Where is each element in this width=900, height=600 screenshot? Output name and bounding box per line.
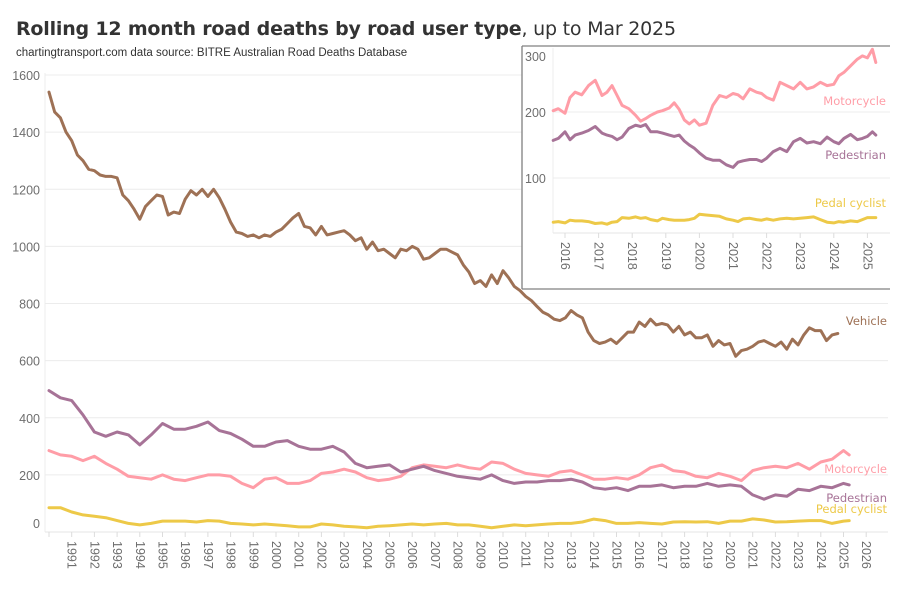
x-tick-label: 2023 [791, 541, 805, 569]
x-tick-label: 2025 [837, 541, 851, 569]
x-tick-label: 1998 [224, 541, 238, 569]
inset-chart: 100 200 300 2016 2017 2018 2019 2020 2021 2022 202… [521, 45, 900, 290]
x-tick-label: 2000 [269, 541, 283, 569]
inset-x-tick-label: 2025 [860, 242, 874, 270]
x-tick-label: 2004 [360, 541, 374, 569]
series-label-pedestrian: Pedestrian [826, 491, 887, 505]
inset-x-tick-label: 2023 [793, 242, 807, 270]
inset-x-tick-label: 2019 [659, 242, 673, 270]
x-tick-label: 2010 [496, 541, 510, 569]
inset-x-tick-label: 2022 [760, 242, 774, 270]
x-tick-label: 2005 [383, 541, 397, 569]
inset-series-label-pedestrian: Pedestrian [825, 148, 886, 162]
inset-y-tick-label: 200 [525, 106, 546, 120]
inset-gridlines [553, 111, 890, 179]
chart-title-rest: , up to Mar 2025 [521, 18, 676, 40]
inset-x-tick-label: 2024 [827, 242, 841, 270]
inset-background [522, 46, 900, 289]
chart-title: Rolling 12 month road deaths by road use… [16, 18, 676, 40]
inset-x-tick-label: 2020 [692, 242, 706, 270]
x-tick-label: 2008 [451, 541, 465, 569]
x-tick-label: 2014 [587, 541, 601, 569]
x-tick-label: 2006 [405, 541, 419, 569]
main-axis: 0 200 400 600 800 1000 1200 1400 1600 1991 1992 199… [12, 69, 888, 569]
x-tick-label: 2022 [768, 541, 782, 569]
y-tick-label: 1000 [12, 240, 40, 254]
series-line-vehicle [47, 90, 840, 358]
series-label-pedal-cyclist: Pedal cyclist [816, 502, 888, 516]
y-tick-label: 1200 [12, 183, 40, 197]
y-tick-label: 1600 [12, 69, 40, 83]
inset-series-line-pedal-cyclist [551, 212, 878, 226]
chart-title-bold: Rolling 12 month road deaths by road use… [16, 18, 522, 40]
y-tick-label: 1400 [12, 126, 40, 140]
inset-series-labels: Motorcycle Pedestrian Pedal cyclist [815, 94, 887, 210]
x-tick-label: 2020 [723, 541, 737, 569]
x-tick-label: 1997 [201, 541, 215, 569]
series-line-pedestrian [47, 389, 851, 501]
x-tick-label: 1996 [178, 541, 192, 569]
inset-x-tick-label: 2016 [558, 242, 572, 270]
x-tick-label: 1994 [133, 541, 147, 569]
series-line-motorcycle [47, 449, 851, 490]
inset-series-label-pedal-cyclist: Pedal cyclist [815, 196, 887, 210]
inset-series-label-motorcycle: Motorcycle [823, 94, 886, 108]
y-tick-label: 0 [33, 517, 40, 531]
inset-series-line-motorcycle [551, 47, 878, 127]
x-tick-label: 2012 [541, 541, 555, 569]
chart-subtitle: chartingtransport.com data source: BITRE… [16, 47, 408, 59]
inset-axis: 100 200 300 2016 2017 2018 2019 2020 2021 2022 202… [525, 48, 890, 270]
x-tick-label: 2021 [746, 541, 760, 569]
x-tick-label: 1999 [246, 541, 260, 569]
x-tick-label: 2024 [814, 541, 828, 569]
y-tick-label: 600 [19, 355, 40, 369]
x-tick-label: 2009 [473, 541, 487, 569]
y-tick-label: 400 [19, 412, 40, 426]
x-tick-label: 2016 [632, 541, 646, 569]
x-tick-label: 1995 [156, 541, 170, 569]
x-tick-label: 2002 [314, 541, 328, 569]
x-tick-label: 2007 [428, 541, 442, 569]
series-label-vehicle: Vehicle [846, 314, 887, 328]
series-label-motorcycle: Motorcycle [824, 462, 887, 476]
series-line-pedal-cyclist [47, 506, 851, 530]
main-series [47, 90, 851, 530]
x-tick-label: 2019 [700, 541, 714, 569]
y-tick-label: 200 [19, 469, 40, 483]
inset-y-tick-label: 100 [525, 172, 546, 186]
inset-border [521, 45, 890, 290]
inset-x-tick-label: 2017 [592, 242, 606, 270]
x-tick-label: 2003 [337, 541, 351, 569]
y-tick-label: 800 [19, 298, 40, 312]
x-tick-label: 2015 [610, 541, 624, 569]
inset-y-tick-label: 300 [525, 50, 546, 64]
x-tick-label: 1991 [65, 541, 79, 569]
x-tick-label: 2017 [655, 541, 669, 569]
x-tick-label: 2026 [859, 541, 873, 569]
x-tick-label: 1992 [87, 541, 101, 569]
x-tick-label: 2018 [678, 541, 692, 569]
x-tick-label: 2001 [292, 541, 306, 569]
inset-x-tick-label: 2021 [726, 242, 740, 270]
x-tick-label: 1993 [110, 541, 124, 569]
inset-series-line-pedestrian [551, 123, 878, 169]
inset-series [551, 47, 878, 226]
x-tick-label: 2011 [519, 541, 533, 568]
inset-x-tick-label: 2018 [625, 242, 639, 270]
x-tick-label: 2013 [564, 541, 578, 569]
